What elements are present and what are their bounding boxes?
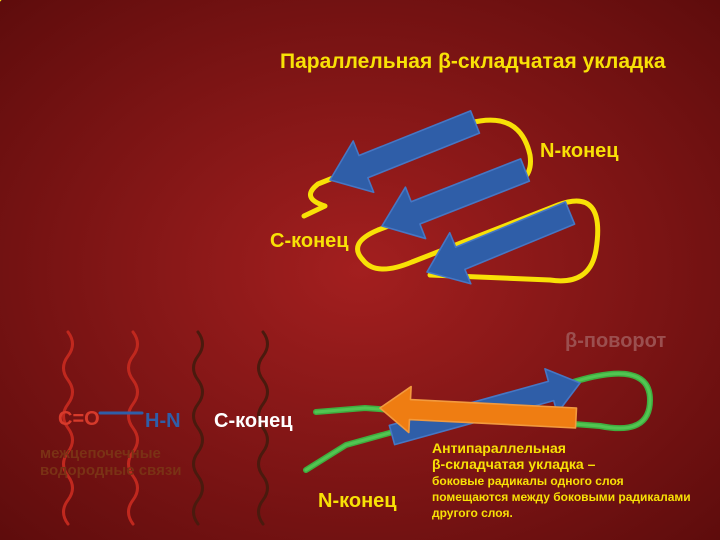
caption-antiparallel-line2: β-складчатая укладка – <box>432 456 595 472</box>
caption-antiparallel-body: боковые радикалы одного слоя помещаются … <box>432 474 691 520</box>
caption-antiparallel: Антипараллельная β-складчатая укладка – … <box>432 440 692 520</box>
label-beta-turn: β-поворот <box>565 330 666 353</box>
label-c-o: С=О <box>58 408 100 431</box>
title-parallel-beta-sheet: Параллельная β-складчатая укладка <box>280 50 666 74</box>
label-c-terminus: С-конец <box>270 230 349 253</box>
diagram-stage: Параллельная β-складчатая укладка N-коне… <box>0 0 720 540</box>
label-h-n: H-N <box>145 410 181 433</box>
label-c-terminus-lower: С-конец <box>214 410 293 433</box>
caption-antiparallel-heading: Антипараллельная <box>432 440 566 456</box>
label-n-terminus-lower: N-конец <box>318 490 397 513</box>
label-n-terminus: N-конец <box>540 140 619 163</box>
caption-hydrogen-bonds: межцепочечные водородные связи <box>40 445 210 479</box>
